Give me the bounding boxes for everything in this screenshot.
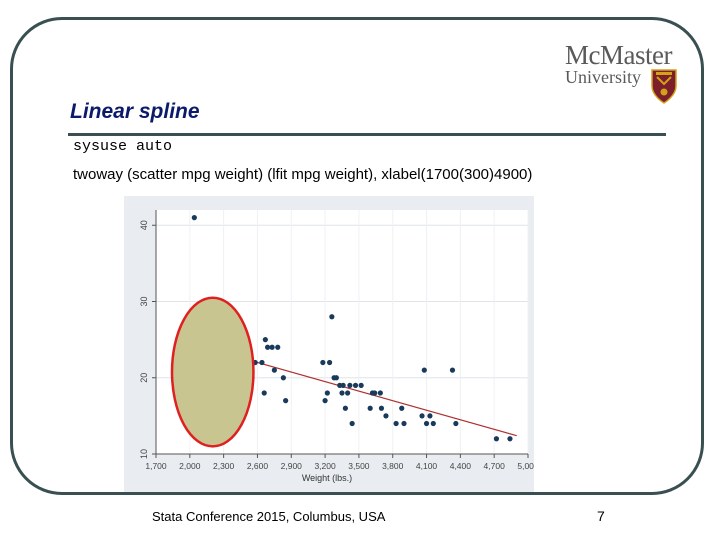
data-point (378, 405, 385, 411)
data-point (320, 359, 326, 366)
mcmaster-logo: McMaster University (565, 40, 685, 106)
data-point (324, 390, 330, 396)
y-tick-label: 30 (139, 296, 149, 306)
highlight-layer (170, 296, 255, 448)
data-point (271, 367, 277, 373)
x-tick-label: 3,500 (348, 461, 370, 471)
data-point (339, 390, 345, 396)
data-point (377, 390, 383, 396)
data-point (399, 405, 405, 411)
data-point (383, 413, 389, 419)
axis-layer: 10 20 30 40 1,700 2,000 2,300 2,600 2,900 3,200 3,… (139, 210, 534, 483)
y-tick-label: 10 (139, 449, 149, 459)
data-point (347, 382, 353, 388)
x-tick-label: 2,900 (281, 461, 303, 471)
data-point (191, 215, 197, 221)
x-axis-label: Weight (lbs.) (302, 473, 352, 483)
data-point (340, 382, 346, 388)
command-line-1: sysuse auto (73, 138, 173, 155)
data-points (191, 215, 513, 442)
data-point (393, 420, 399, 427)
data-point (507, 436, 513, 442)
data-point (352, 382, 359, 388)
data-point (423, 420, 430, 427)
data-point (430, 420, 436, 427)
data-point (333, 375, 339, 381)
data-point (261, 390, 267, 396)
x-tick-label: 2,000 (179, 461, 201, 471)
logo-name: McMaster (565, 40, 672, 70)
x-tick-label: 4,400 (450, 461, 472, 471)
data-point (259, 359, 265, 366)
data-point (265, 344, 271, 350)
university-crest-icon (651, 69, 677, 104)
data-point (427, 413, 433, 419)
scatter-plot: 10 20 30 40 1,700 2,000 2,300 2,600 2,900 3,200 3,… (124, 196, 534, 492)
data-point (358, 382, 364, 388)
data-point (283, 398, 289, 404)
x-tick-label: 4,700 (484, 461, 506, 471)
page-number: 7 (597, 508, 605, 524)
data-point (345, 390, 351, 396)
data-point (421, 367, 427, 373)
data-point (275, 344, 281, 350)
command-line-2: twoway (scatter mpg weight) (lfit mpg we… (73, 166, 533, 183)
footer-text: Stata Conference 2015, Columbus, USA (152, 509, 386, 524)
data-point (372, 390, 378, 396)
data-point (280, 375, 286, 381)
x-tick-label: 3,200 (314, 461, 336, 471)
highlight-ellipse (170, 296, 255, 448)
slide-frame (10, 17, 704, 495)
x-tick-label: 2,600 (247, 461, 269, 471)
data-point (493, 436, 500, 442)
data-point (401, 420, 407, 427)
x-tick-label: 5,000 (517, 461, 534, 471)
data-point (367, 405, 373, 411)
x-tick-label: 1,700 (145, 461, 167, 471)
data-point (269, 344, 275, 350)
data-point (322, 398, 328, 404)
x-tick-label: 2,300 (213, 461, 235, 471)
data-point (453, 420, 459, 427)
data-point (327, 359, 333, 366)
y-tick-label: 20 (139, 373, 149, 383)
data-point (342, 405, 348, 411)
data-point (329, 314, 335, 320)
x-tick-label: 4,100 (416, 461, 438, 471)
title-rule (68, 133, 666, 136)
x-tick-label: 3,800 (382, 461, 404, 471)
data-point (449, 367, 456, 373)
data-point (349, 420, 355, 427)
data-point (262, 337, 268, 343)
logo-subtitle: University (565, 67, 641, 87)
y-tick-label: 40 (139, 220, 149, 230)
data-point (419, 413, 425, 419)
slide-title: Linear spline (70, 100, 200, 123)
